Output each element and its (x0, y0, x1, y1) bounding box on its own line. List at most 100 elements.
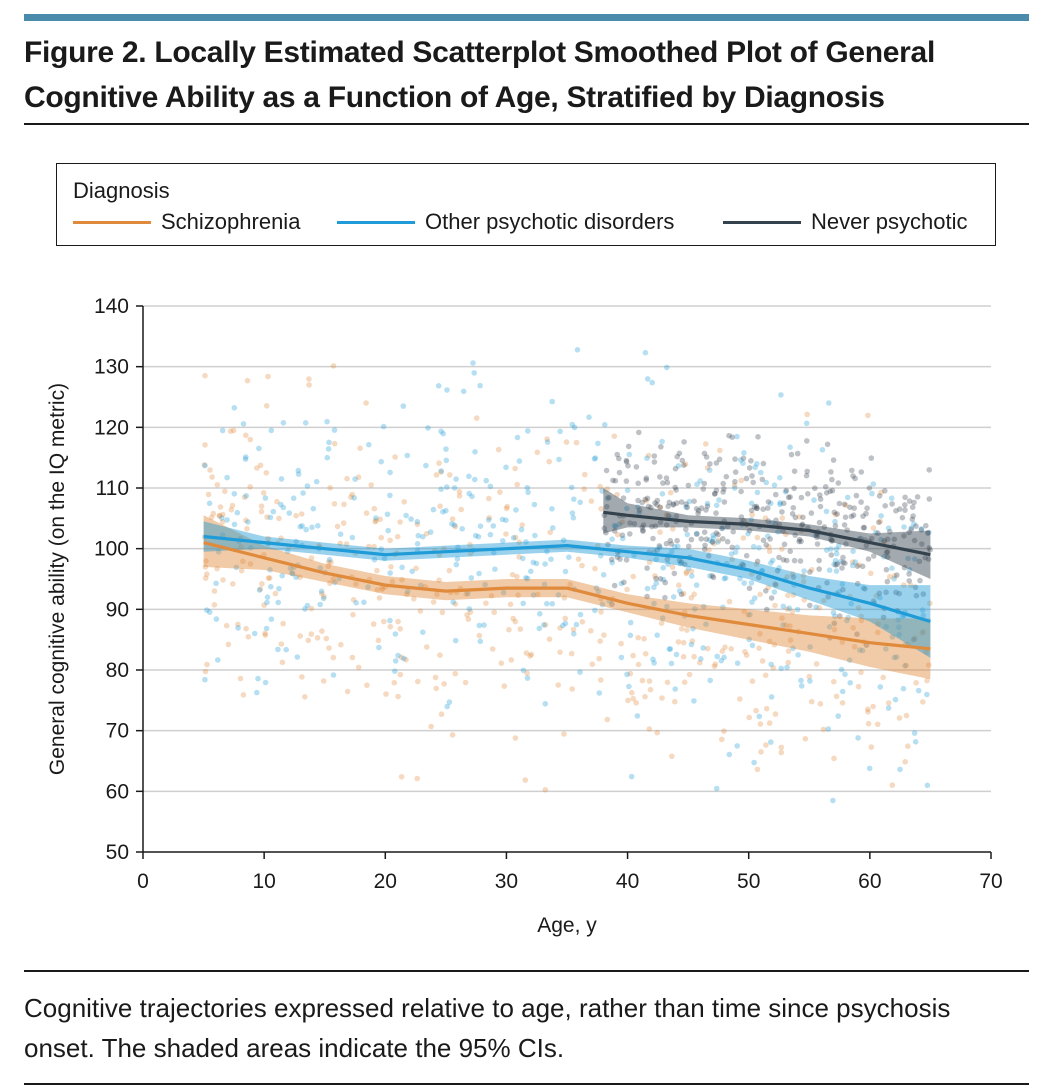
data-point-1 (365, 584, 371, 590)
data-point-0 (514, 481, 520, 488)
data-point-0 (850, 625, 856, 631)
data-point-2 (854, 631, 860, 637)
data-point-0 (588, 498, 595, 504)
data-point-0 (535, 591, 541, 598)
data-point-0 (247, 436, 254, 443)
data-point-0 (464, 612, 470, 618)
data-point-1 (392, 668, 398, 674)
data-point-2 (633, 464, 640, 470)
data-point-2 (640, 528, 646, 534)
data-point-2 (773, 491, 779, 498)
data-point-2 (720, 480, 726, 487)
data-point-1 (310, 505, 317, 512)
data-point-0 (743, 652, 750, 658)
data-point-1 (573, 621, 580, 628)
data-point-1 (326, 439, 332, 446)
data-point-1 (826, 624, 833, 630)
data-point-0 (547, 529, 553, 536)
data-point-1 (315, 523, 321, 529)
data-point-1 (287, 565, 294, 572)
data-point-0 (515, 592, 521, 598)
data-point-1 (352, 476, 358, 482)
data-point-1 (847, 680, 853, 686)
data-point-2 (663, 540, 670, 547)
data-point-0 (434, 591, 440, 598)
data-point-0 (328, 559, 334, 565)
data-point-1 (324, 454, 331, 461)
data-point-2 (817, 496, 824, 502)
data-point-1 (255, 675, 261, 682)
data-point-0 (467, 609, 474, 615)
legend-swatch-never-psychotic (723, 220, 801, 224)
data-point-1 (778, 665, 784, 672)
data-point-1 (466, 606, 473, 612)
data-point-0 (507, 601, 514, 608)
data-point-0 (625, 697, 631, 704)
data-point-0 (437, 503, 443, 510)
data-point-2 (765, 518, 772, 524)
data-point-0 (364, 682, 370, 688)
data-point-1 (707, 573, 713, 579)
data-point-0 (441, 681, 447, 687)
data-point-0 (209, 474, 215, 480)
data-point-1 (665, 561, 671, 567)
data-point-0 (802, 736, 809, 742)
data-point-1 (283, 646, 290, 653)
data-point-2 (627, 531, 633, 537)
data-point-0 (467, 541, 473, 548)
data-point-0 (437, 652, 443, 658)
data-point-2 (912, 584, 919, 591)
x-tick-label-10: 10 (252, 870, 275, 893)
data-point-1 (776, 565, 782, 571)
data-point-0 (350, 597, 357, 603)
data-point-2 (926, 467, 932, 473)
data-point-0 (392, 454, 398, 460)
data-point-0 (458, 506, 465, 513)
data-point-0 (865, 706, 871, 713)
data-point-0 (745, 612, 751, 618)
data-point-1 (532, 532, 538, 539)
data-point-1 (460, 388, 467, 395)
data-point-1 (901, 524, 907, 530)
data-point-2 (650, 535, 656, 542)
data-point-0 (424, 644, 430, 650)
data-point-1 (267, 514, 274, 521)
data-point-0 (462, 679, 469, 686)
data-point-2 (889, 501, 895, 507)
data-point-1 (839, 581, 846, 587)
data-point-1 (885, 525, 892, 531)
data-point-1 (380, 423, 387, 430)
data-point-1 (562, 568, 569, 575)
data-point-0 (865, 412, 871, 419)
data-point-1 (653, 580, 660, 586)
data-point-2 (703, 454, 710, 460)
ci-band-2 (603, 488, 931, 579)
data-point-1 (299, 523, 305, 529)
data-point-0 (920, 629, 926, 635)
data-point-0 (878, 489, 884, 496)
data-point-0 (415, 678, 421, 685)
data-point-1 (777, 501, 783, 508)
data-point-1 (361, 599, 367, 606)
data-point-2 (679, 457, 686, 464)
data-point-0 (839, 639, 846, 645)
data-point-1 (659, 438, 665, 445)
data-point-2 (685, 482, 692, 489)
data-point-0 (254, 465, 260, 471)
data-point-1 (387, 469, 393, 476)
data-point-0 (766, 544, 772, 550)
data-point-2 (804, 438, 810, 444)
data-point-1 (741, 450, 747, 456)
data-point-0 (414, 775, 421, 782)
data-point-2 (625, 463, 631, 469)
data-point-2 (790, 574, 797, 580)
data-point-1 (500, 589, 507, 596)
data-point-1 (577, 611, 584, 618)
data-point-0 (519, 522, 525, 528)
data-point-0 (243, 625, 249, 632)
data-point-2 (887, 528, 893, 535)
data-point-1 (768, 661, 774, 668)
data-point-1 (524, 575, 531, 582)
data-point-0 (204, 661, 210, 668)
data-point-1 (709, 539, 715, 545)
